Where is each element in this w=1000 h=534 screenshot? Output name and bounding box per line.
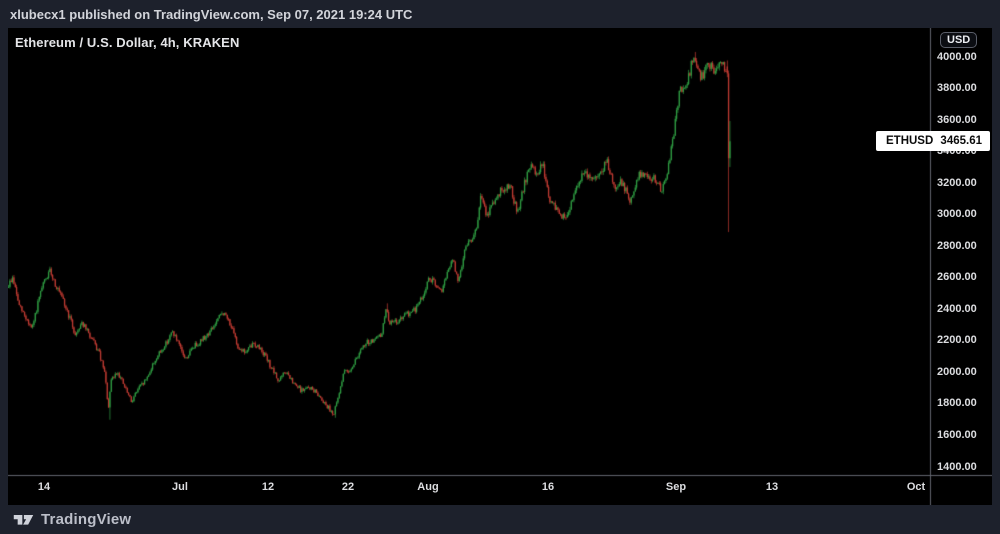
time-axis-label: Aug — [417, 481, 439, 493]
time-axis-label: 16 — [541, 481, 555, 493]
footer-bar: TradingView — [0, 505, 1000, 534]
usd-badge: USD — [940, 32, 978, 48]
brand-name[interactable]: TradingView — [41, 511, 132, 528]
price-axis-label: 4000.00 — [937, 50, 977, 63]
time-axis-label: 12 — [261, 481, 275, 493]
price-axis-label: 2800.00 — [937, 239, 977, 252]
price-axis-label: 2200.00 — [937, 334, 977, 347]
time-axis-label: 13 — [765, 481, 779, 493]
time-axis-label: 14 — [37, 481, 51, 493]
time-axis-label: Oct — [906, 481, 926, 493]
price-axis-label: 1600.00 — [937, 428, 977, 441]
tradingview-logo-icon — [13, 514, 34, 525]
publish-text: xlubecx1 published on TradingView.com, S… — [10, 6, 413, 22]
price-axis-label: 1400.00 — [937, 460, 977, 473]
price-axis-label: 3200.00 — [937, 176, 977, 189]
price-axis-label: 3800.00 — [937, 82, 977, 95]
price-axis-label: 1800.00 — [937, 397, 977, 410]
chart-canvas[interactable] — [8, 28, 992, 505]
time-axis-label: Sep — [665, 481, 687, 493]
price-tag-symbol: ETHUSD — [886, 135, 934, 148]
time-axis-label: Jul — [172, 481, 188, 493]
time-axis-label: 22 — [341, 481, 355, 493]
price-axis-label: 3600.00 — [937, 113, 977, 126]
chart-window: Ethereum / U.S. Dollar, 4h, KRAKEN USD 4… — [8, 28, 992, 505]
price-tag: ETHUSD 3465.61 — [876, 131, 990, 152]
publish-bar: xlubecx1 published on TradingView.com, S… — [0, 0, 1000, 28]
price-axis-label: 3000.00 — [937, 208, 977, 221]
price-axis-label: 2600.00 — [937, 271, 977, 284]
chart-title: Ethereum / U.S. Dollar, 4h, KRAKEN — [15, 35, 240, 50]
price-axis-label: 2000.00 — [937, 365, 977, 378]
price-tag-value: 3465.61 — [940, 135, 982, 148]
price-axis-label: 2400.00 — [937, 302, 977, 315]
